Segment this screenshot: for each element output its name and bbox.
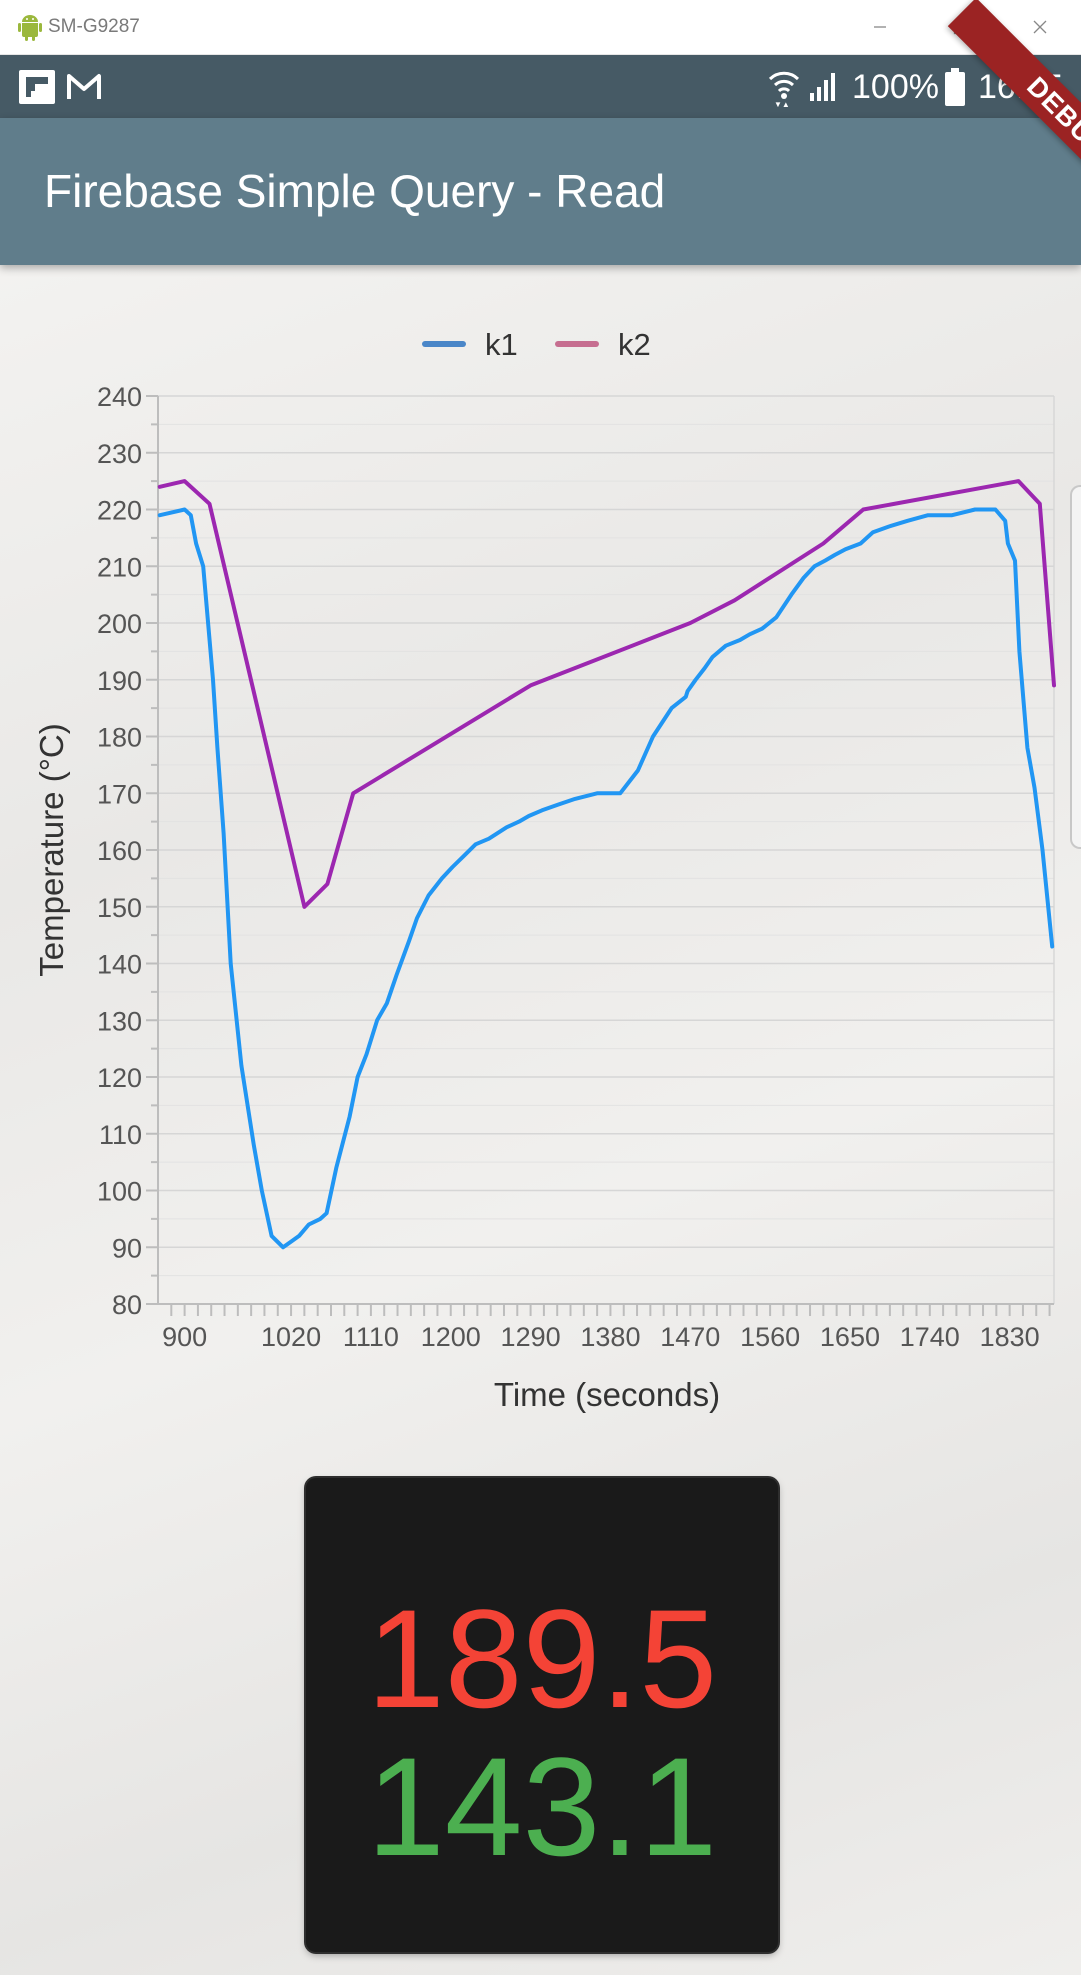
k2-readout: 143.1: [366, 1728, 718, 1885]
series-line-k1: [157, 507, 1055, 1250]
k1-readout: 189.5: [366, 1580, 718, 1737]
y-tick-label: 120: [97, 1063, 142, 1093]
battery-icon: [945, 68, 965, 106]
x-tick-label: 1650: [820, 1322, 880, 1352]
window-titlebar: SM-G9287: [0, 0, 1081, 55]
x-tick-label: 1470: [660, 1322, 720, 1352]
y-tick-label: 140: [97, 950, 142, 980]
y-tick-label: 220: [97, 496, 142, 526]
scroll-handle[interactable]: [1070, 485, 1081, 849]
y-axis-ticks: 80 90 100 110 120 130 140 150 160 170 180 190 200 210…: [97, 382, 158, 1320]
y-tick-label: 200: [97, 609, 142, 639]
x-tick-label: 1380: [580, 1322, 640, 1352]
y-tick-label: 160: [97, 836, 142, 866]
x-axis-label: Time (seconds): [494, 1376, 720, 1413]
close-icon: [1033, 20, 1047, 34]
android-icon: [18, 15, 42, 41]
x-tick-label: 1830: [980, 1322, 1040, 1352]
temperature-chart: k1 k2 80 90 100 110 120 130 140 150 160 170 180 190 2…: [33, 327, 1056, 1413]
x-tick-label: 1290: [501, 1322, 561, 1352]
x-tick-label: 1020: [261, 1322, 321, 1352]
wifi-icon: ▼▲: [768, 71, 800, 107]
readout-panel: 189.5 143.1: [306, 1478, 778, 1952]
y-tick-label: 110: [99, 1120, 142, 1150]
y-tick-label: 130: [97, 1006, 142, 1036]
flipboard-icon: [19, 70, 55, 104]
y-tick-label: 180: [97, 723, 142, 753]
minimize-button[interactable]: [860, 10, 900, 44]
y-tick-label: 240: [97, 382, 142, 412]
x-tick-label: 1740: [900, 1322, 960, 1352]
status-bar: ▼▲ 100% 16:55: [0, 55, 1081, 118]
y-tick-label: 190: [97, 666, 142, 696]
battery-percentage: 100%: [852, 68, 939, 106]
x-tick-label: 1110: [343, 1322, 399, 1352]
x-tick-label: 1560: [740, 1322, 800, 1352]
x-axis-ticks: 900 1020 1110 1200 1290 1380 1470 1560 1650 1740 1…: [162, 1304, 1051, 1352]
app-bar: Firebase Simple Query - Read: [0, 118, 1081, 265]
page-title: Firebase Simple Query - Read: [44, 165, 666, 217]
series-line-k2: [157, 479, 1056, 909]
gmail-icon: [67, 74, 101, 99]
legend-label-k2: k2: [618, 327, 651, 362]
window-title: SM-G9287: [48, 16, 140, 37]
y-tick-label: 150: [97, 893, 142, 923]
y-tick-label: 230: [97, 439, 142, 469]
chart-series: [157, 479, 1056, 1250]
y-tick-label: 90: [112, 1233, 142, 1263]
y-tick-label: 210: [97, 552, 142, 582]
y-tick-label: 100: [97, 1177, 142, 1207]
y-axis-label: Temperature (°C): [33, 723, 70, 976]
svg-text:▼▲: ▼▲: [774, 100, 790, 107]
legend-label-k1: k1: [485, 327, 518, 362]
close-button[interactable]: [1020, 10, 1060, 44]
x-tick-label: 1200: [421, 1322, 481, 1352]
x-tick-label: 900: [162, 1322, 207, 1352]
y-tick-label: 80: [112, 1290, 142, 1320]
minimize-icon: [874, 26, 886, 28]
signal-icon: [810, 73, 835, 101]
chart-legend: k1 k2: [422, 327, 651, 362]
y-tick-label: 170: [97, 779, 142, 809]
